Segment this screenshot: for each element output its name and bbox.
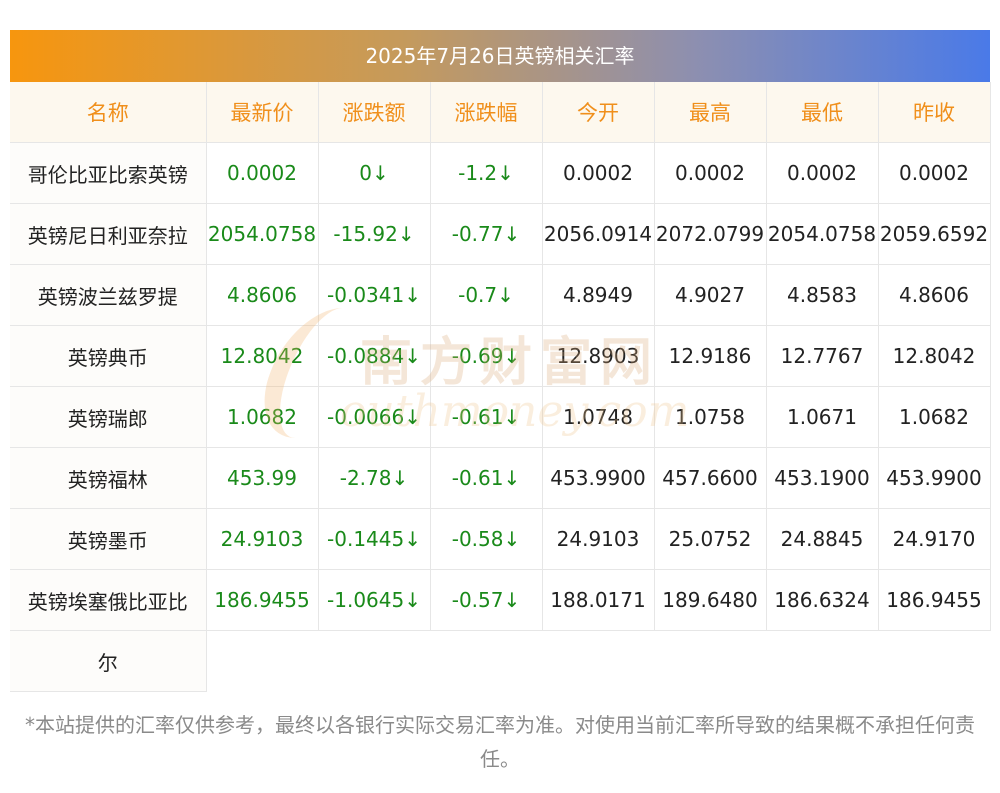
cell-empty (318, 631, 430, 692)
cell-open: 188.0171 (542, 569, 655, 631)
cell-low: 12.7767 (766, 325, 879, 387)
cell-change: -0.0884↓ (318, 325, 431, 387)
cell-open: 0.0002 (542, 142, 655, 204)
cell-name: 哥伦比亚比索英镑 (10, 142, 207, 204)
cell-change: -0.0066↓ (318, 386, 431, 448)
cell-change-pct: -0.61↓ (430, 447, 543, 509)
cell-change: -0.1445↓ (318, 508, 431, 570)
cell-high: 1.0758 (654, 386, 767, 448)
cell-low: 0.0002 (766, 142, 879, 204)
cell-latest: 186.9455 (206, 569, 319, 631)
table-row: 英镑波兰兹罗提 4.8606 -0.0341↓ -0.7↓ 4.8949 4.9027 4.… (10, 264, 991, 326)
cell-high: 189.6480 (654, 569, 767, 631)
cell-latest: 453.99 (206, 447, 319, 509)
rates-panel: 2025年7月26日英镑相关汇率 名称 最新价 涨跌额 涨跌幅 今开 最高 最低… (10, 30, 991, 692)
cell-name: 英镑典币 (10, 325, 207, 387)
cell-prev-close: 24.9170 (878, 508, 991, 570)
cell-change: 0↓ (318, 142, 431, 204)
cell-open: 453.9900 (542, 447, 655, 509)
col-header-change-pct: 涨跌幅 (430, 82, 543, 143)
table-row: 英镑典币 12.8042 -0.0884↓ -0.69↓ 12.8903 12.9186 1… (10, 325, 991, 387)
table-row: 英镑福林 453.99 -2.78↓ -0.61↓ 453.9900 457.6600 45… (10, 447, 991, 509)
cell-high: 0.0002 (654, 142, 767, 204)
cell-latest: 12.8042 (206, 325, 319, 387)
cell-change-pct: -0.58↓ (430, 508, 543, 570)
cell-latest: 1.0682 (206, 386, 319, 448)
cell-latest: 24.9103 (206, 508, 319, 570)
cell-prev-close: 1.0682 (878, 386, 991, 448)
cell-low: 24.8845 (766, 508, 879, 570)
cell-open: 12.8903 (542, 325, 655, 387)
cell-low: 2054.0758 (766, 203, 879, 265)
cell-change-pct: -0.57↓ (430, 569, 543, 631)
col-header-low: 最低 (766, 82, 879, 143)
cell-change: -15.92↓ (318, 203, 431, 265)
cell-name: 英镑埃塞俄比亚比 (10, 569, 207, 631)
cell-change: -0.0341↓ (318, 264, 431, 326)
cell-change-pct: -0.7↓ (430, 264, 543, 326)
cell-high: 12.9186 (654, 325, 767, 387)
cell-prev-close: 0.0002 (878, 142, 991, 204)
cell-name: 英镑尼日利亚奈拉 (10, 203, 207, 265)
col-header-high: 最高 (654, 82, 767, 143)
cell-low: 186.6324 (766, 569, 879, 631)
header-row: 名称 最新价 涨跌额 涨跌幅 今开 最高 最低 昨收 (10, 82, 991, 143)
cell-latest: 2054.0758 (206, 203, 319, 265)
cell-name: 英镑波兰兹罗提 (10, 264, 207, 326)
table-row: 英镑尼日利亚奈拉 2054.0758 -15.92↓ -0.77↓ 2056.0914 2… (10, 203, 991, 265)
cell-latest: 0.0002 (206, 142, 319, 204)
cell-latest: 4.8606 (206, 264, 319, 326)
cell-high: 25.0752 (654, 508, 767, 570)
cell-empty (430, 631, 542, 692)
col-header-name: 名称 (10, 82, 207, 143)
cell-change-pct: -1.2↓ (430, 142, 543, 204)
cell-prev-close: 12.8042 (878, 325, 991, 387)
cell-empty (206, 631, 318, 692)
cell-prev-close: 186.9455 (878, 569, 991, 631)
cell-prev-close: 453.9900 (878, 447, 991, 509)
cell-high: 2072.0799 (654, 203, 767, 265)
cell-empty (542, 631, 654, 692)
cell-change-pct: -0.61↓ (430, 386, 543, 448)
cell-name: 英镑福林 (10, 447, 207, 509)
cell-change: -1.0645↓ (318, 569, 431, 631)
cell-open: 2056.0914 (542, 203, 655, 265)
cell-low: 4.8583 (766, 264, 879, 326)
cell-open: 1.0748 (542, 386, 655, 448)
col-header-change: 涨跌额 (318, 82, 431, 143)
cell-empty (654, 631, 766, 692)
table-row: 英镑墨币 24.9103 -0.1445↓ -0.58↓ 24.9103 25.0752 2… (10, 508, 991, 570)
cell-prev-close: 4.8606 (878, 264, 991, 326)
cell-change-pct: -0.77↓ (430, 203, 543, 265)
table-title: 2025年7月26日英镑相关汇率 (10, 30, 990, 82)
table-row: 哥伦比亚比索英镑 0.0002 0↓ -1.2↓ 0.0002 0.0002 0.0002 0… (10, 142, 991, 204)
exchange-rate-table: 名称 最新价 涨跌额 涨跌幅 今开 最高 最低 昨收 哥伦比亚比索英镑 0.000… (10, 82, 991, 692)
cell-open: 24.9103 (542, 508, 655, 570)
table-row-overflow: 尔 (10, 630, 990, 692)
col-header-latest: 最新价 (206, 82, 319, 143)
cell-low: 1.0671 (766, 386, 879, 448)
cell-high: 4.9027 (654, 264, 767, 326)
disclaimer-footnote: *本站提供的汇率仅供参考，最终以各银行实际交易汇率为准。对使用当前汇率所导致的结… (25, 713, 975, 771)
cell-change-pct: -0.69↓ (430, 325, 543, 387)
cell-empty (878, 631, 990, 692)
cell-empty (766, 631, 878, 692)
col-header-open: 今开 (542, 82, 655, 143)
cell-prev-close: 2059.6592 (878, 203, 991, 265)
table-row: 英镑瑞郎 1.0682 -0.0066↓ -0.61↓ 1.0748 1.0758 1.06… (10, 386, 991, 448)
cell-open: 4.8949 (542, 264, 655, 326)
cell-high: 457.6600 (654, 447, 767, 509)
cell-name: 英镑墨币 (10, 508, 207, 570)
cell-low: 453.1900 (766, 447, 879, 509)
cell-change: -2.78↓ (318, 447, 431, 509)
cell-name-overflow: 尔 (10, 630, 207, 692)
col-header-prev-close: 昨收 (878, 82, 991, 143)
cell-name: 英镑瑞郎 (10, 386, 207, 448)
table-row: 英镑埃塞俄比亚比 186.9455 -1.0645↓ -0.57↓ 188.0171 18… (10, 569, 991, 631)
